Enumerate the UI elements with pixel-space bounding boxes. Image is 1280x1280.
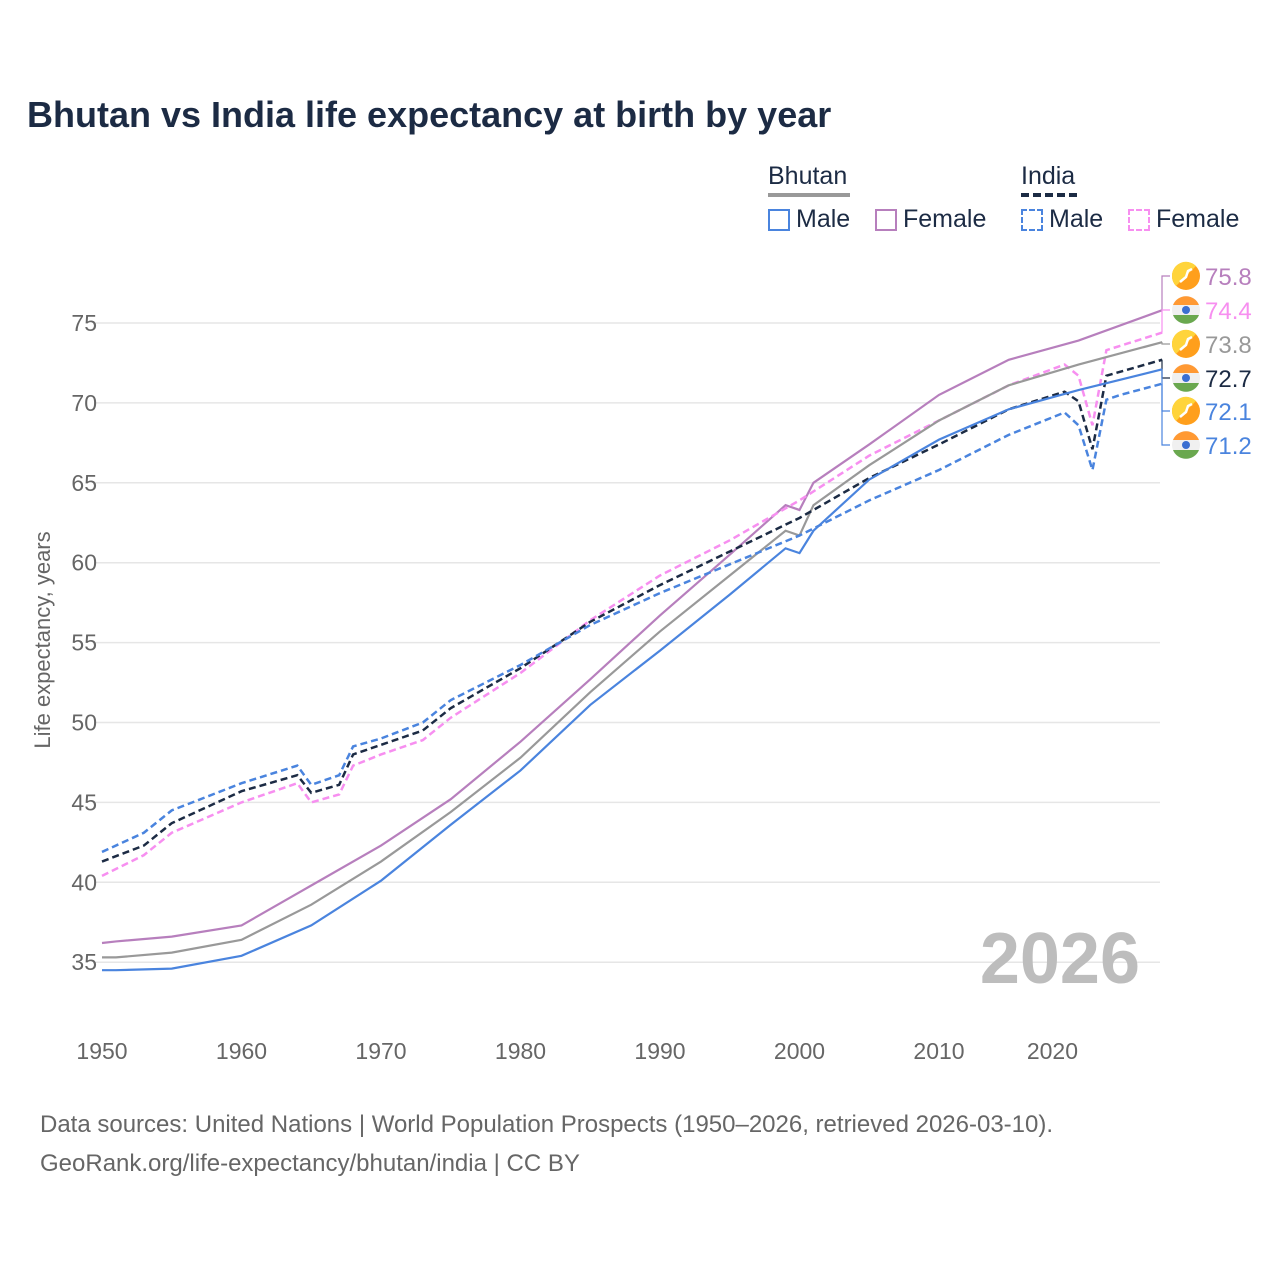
label-connector <box>1161 359 1170 379</box>
y-tick-label: 75 <box>71 310 97 336</box>
y-tick-label: 35 <box>71 949 97 975</box>
india-flag-green <box>1173 315 1199 324</box>
india-flag-saffron <box>1173 296 1199 305</box>
india-flag-green <box>1173 383 1199 392</box>
y-tick-label: 70 <box>71 390 97 416</box>
legend-group-bhutan: Bhutan <box>768 162 850 197</box>
end-value-label: 72.7 <box>1205 366 1252 393</box>
bhutan-flag-dragon <box>1179 402 1193 418</box>
x-tick-label: 2000 <box>774 1038 825 1064</box>
y-axis-label: Life expectancy, years <box>30 531 55 748</box>
bhutan-flag-icon-half <box>1171 261 1196 286</box>
series-line-india <box>101 358 1163 863</box>
x-tick-label: 2010 <box>913 1038 964 1064</box>
india-flag-chakra <box>1182 306 1190 314</box>
x-tick-label: 1950 <box>76 1038 127 1064</box>
india-flag-green <box>1173 450 1199 459</box>
series-line-bhutan-male <box>102 368 1163 972</box>
end-value-label: 73.8 <box>1205 332 1252 359</box>
india-flag-chakra <box>1182 374 1190 382</box>
legend-group-india: India <box>1021 162 1077 197</box>
end-value-label: 75.8 <box>1205 264 1252 291</box>
year-watermark: 2026 <box>980 919 1140 999</box>
label-connector <box>1161 369 1170 412</box>
end-value-label: 71.2 <box>1205 433 1252 460</box>
x-tick-label: 1960 <box>216 1038 267 1064</box>
y-tick-label: 40 <box>71 869 97 895</box>
y-tick-label: 50 <box>71 710 97 736</box>
chart-title: Bhutan vs India life expectancy at birth… <box>27 94 832 135</box>
bhutan-flag-dragon <box>1179 335 1193 351</box>
legend-india-male[interactable]: Male <box>1021 205 1103 234</box>
label-connector <box>1161 309 1170 333</box>
x-tick-label: 1980 <box>495 1038 546 1064</box>
bhutan-flag-icon-half <box>1171 396 1196 421</box>
series-line-bhutan <box>102 341 1163 959</box>
bhutan-flag-dragon <box>1179 267 1193 283</box>
y-tick-label: 55 <box>71 630 97 656</box>
legend-india-female[interactable]: Female <box>1128 205 1239 234</box>
label-connector <box>1161 342 1170 345</box>
series-line-india-male <box>101 382 1163 854</box>
label-connector <box>1161 275 1170 311</box>
bhutan-flag-icon-half <box>1171 329 1196 354</box>
source-note: Data sources: United Nations | World Pop… <box>40 1111 1054 1138</box>
x-tick-label: 1990 <box>634 1038 685 1064</box>
series-line-india-female <box>101 331 1163 878</box>
series-line-bhutan-female <box>101 309 1163 945</box>
india-flag-saffron <box>1173 431 1199 440</box>
credit-note: GeoRank.org/life-expectancy/bhutan/india… <box>40 1150 580 1177</box>
x-tick-label: 1970 <box>355 1038 406 1064</box>
y-tick-label: 60 <box>71 550 97 576</box>
y-tick-label: 45 <box>71 789 97 815</box>
end-value-label: 72.1 <box>1205 399 1252 426</box>
end-value-label: 74.4 <box>1205 298 1252 325</box>
legend-bhutan-female[interactable]: Female <box>875 205 986 234</box>
india-flag-chakra <box>1182 441 1190 449</box>
footer: Data sources: United Nations | World Pop… <box>40 1105 1053 1183</box>
legend-bhutan-male[interactable]: Male <box>768 205 850 234</box>
x-tick-label: 2020 <box>1027 1038 1078 1064</box>
india-flag-saffron <box>1173 364 1199 373</box>
y-tick-label: 65 <box>71 470 97 496</box>
label-connector <box>1161 383 1170 446</box>
